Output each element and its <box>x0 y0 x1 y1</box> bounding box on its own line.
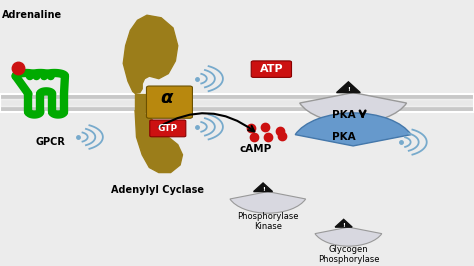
Bar <box>0 99 474 106</box>
FancyBboxPatch shape <box>150 120 186 137</box>
Text: !: ! <box>342 223 345 228</box>
Text: α: α <box>160 89 173 107</box>
Text: GTP: GTP <box>158 124 178 133</box>
FancyBboxPatch shape <box>146 86 192 118</box>
Polygon shape <box>123 15 178 93</box>
Text: !: ! <box>347 87 350 92</box>
Text: cAMP: cAMP <box>240 144 272 154</box>
Polygon shape <box>135 110 182 173</box>
Text: Glycogen
Phosphorylase: Glycogen Phosphorylase <box>318 245 379 264</box>
Text: GPCR: GPCR <box>36 137 65 147</box>
Wedge shape <box>315 227 382 246</box>
Bar <box>0 94 474 112</box>
Wedge shape <box>295 113 411 146</box>
Text: !: ! <box>262 187 264 192</box>
Text: PKA: PKA <box>332 132 356 142</box>
Text: PKA: PKA <box>332 110 356 120</box>
Text: Phosphorylase
Kinase: Phosphorylase Kinase <box>237 212 299 231</box>
Text: Adrenaline: Adrenaline <box>2 10 63 20</box>
Wedge shape <box>300 93 407 123</box>
Text: ATP: ATP <box>260 64 283 74</box>
FancyBboxPatch shape <box>251 61 292 77</box>
Polygon shape <box>135 94 149 112</box>
Wedge shape <box>230 192 306 213</box>
Polygon shape <box>335 219 352 227</box>
Text: Adenylyl Cyclase: Adenylyl Cyclase <box>111 185 204 195</box>
Polygon shape <box>337 82 360 93</box>
Polygon shape <box>254 183 273 192</box>
